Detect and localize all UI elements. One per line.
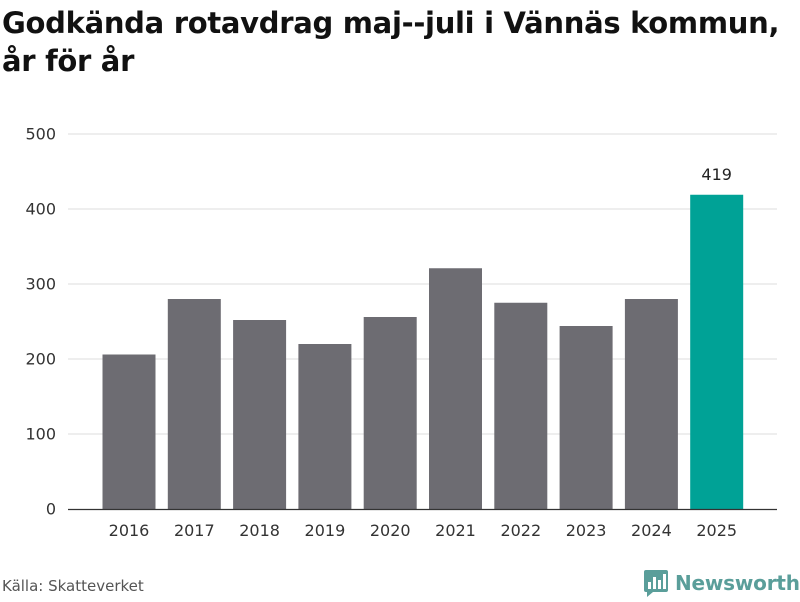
x-tick-label: 2020 — [370, 521, 411, 540]
bar-2017 — [167, 299, 221, 509]
y-tick-label: 400 — [25, 200, 56, 219]
bars — [102, 194, 744, 509]
newsworthy-logo-icon — [643, 568, 669, 598]
bar-2023 — [559, 326, 613, 509]
bar-2016 — [102, 354, 156, 509]
y-tick-label: 0 — [46, 500, 56, 519]
x-tick-label: 2021 — [435, 521, 476, 540]
chart-title: Godkända rotavdrag maj--juli i Vännäs ko… — [2, 6, 780, 78]
data-labels: 419 — [701, 165, 732, 184]
bar-2025 — [690, 194, 744, 509]
bar-2022 — [494, 302, 548, 509]
x-axis-ticks: 2016 2017 2018 2019 2020 2021 2022 2023 2024 2025 — [109, 521, 737, 540]
bar-2020 — [363, 317, 417, 509]
x-tick-label: 2023 — [566, 521, 607, 540]
x-tick-label: 2017 — [174, 521, 215, 540]
x-tick-label: 2024 — [631, 521, 672, 540]
bar-2024 — [624, 299, 678, 509]
bar-2019 — [298, 344, 352, 509]
bar-chart: 0 100 200 300 400 500 419 2016 2017 2018 2019 202… — [25, 125, 777, 540]
y-axis-ticks: 0 100 200 300 400 500 — [25, 125, 56, 519]
y-tick-label: 200 — [25, 350, 56, 369]
x-tick-label: 2019 — [305, 521, 346, 540]
x-tick-label: 2025 — [696, 521, 737, 540]
brand-name: Newsworthy — [675, 571, 800, 595]
brand-logo: Newsworthy — [643, 568, 800, 598]
y-tick-label: 500 — [25, 125, 56, 144]
y-tick-label: 300 — [25, 275, 56, 294]
x-tick-label: 2016 — [109, 521, 150, 540]
bar-2021 — [429, 268, 482, 509]
x-tick-label: 2022 — [500, 521, 541, 540]
x-tick-label: 2018 — [239, 521, 280, 540]
source-note: Källa: Skatteverket — [2, 577, 144, 595]
data-label: 419 — [701, 165, 732, 184]
y-tick-label: 100 — [25, 425, 56, 444]
bar-2018 — [233, 320, 287, 509]
